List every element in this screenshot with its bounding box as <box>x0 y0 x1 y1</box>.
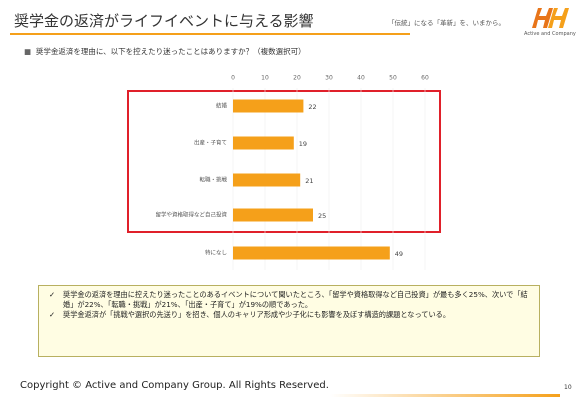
y-tick-label: 出産・子育て <box>194 139 227 147</box>
bar <box>233 173 301 187</box>
y-tick-label: 転職・挑戦 <box>199 176 227 184</box>
value-label: 19 <box>299 140 307 148</box>
x-tick-label: 50 <box>389 75 397 82</box>
value-label: 25 <box>318 212 326 220</box>
logo-text: Active and Company <box>524 31 576 37</box>
y-tick-label: 留学や資格取得など自己投資 <box>155 211 227 219</box>
slide-title: 奨学金の返済がライフイベントに与える影響 <box>14 12 314 30</box>
page-number: 10 <box>564 384 572 391</box>
x-tick-label: 20 <box>293 75 301 82</box>
x-tick-label: 30 <box>325 75 333 82</box>
x-tick-label: 40 <box>357 75 365 82</box>
y-tick-label: 結婚 <box>216 102 228 110</box>
copyright: Copyright © Active and Company Group. Al… <box>20 380 329 391</box>
x-tick-label: 0 <box>231 75 235 82</box>
question: ■ 奨学金返済を理由に、以下を控えたり迷ったことはありますか？（複数選択可） <box>24 47 306 56</box>
footer-line <box>330 394 560 397</box>
x-tick-label: 60 <box>421 75 429 82</box>
notes-box: 奨学金の返済を理由に控えたり迷ったことのあるイベントについて聞いたところ、「留学… <box>38 285 540 357</box>
highlight-box <box>127 90 441 233</box>
value-label: 49 <box>395 250 403 258</box>
bar <box>233 246 390 260</box>
tagline: 「伝統」になる「革新」を、いまから。 <box>388 19 505 27</box>
title-underline <box>10 33 410 35</box>
logo <box>532 8 569 28</box>
value-label: 22 <box>308 103 316 111</box>
bar <box>233 208 313 222</box>
x-tick-label: 10 <box>261 75 269 82</box>
chart: 0 10 20 30 40 50 60 結婚 22 出産・子育て 19 転職・挑戦 21 留学や資格取得な… <box>127 75 441 270</box>
bar <box>233 99 304 113</box>
note: 奨学金の返済を理由に控えたり迷ったことのあるイベントについて聞いたところ、「留学… <box>45 290 533 310</box>
note: 奨学金返済が「挑戦や選択の先送り」を招き、個人のキャリア形成や少子化にも影響を及… <box>45 310 533 320</box>
bar <box>233 136 294 150</box>
value-label: 21 <box>305 177 313 185</box>
y-tick-label: 特になし <box>205 249 227 257</box>
question-text: 奨学金返済を理由に、以下を控えたり迷ったことはありますか？（複数選択可） <box>35 47 306 56</box>
